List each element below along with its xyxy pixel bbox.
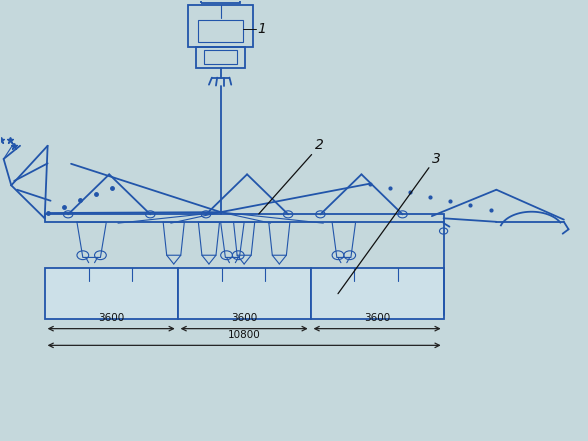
- Text: 3600: 3600: [364, 314, 390, 323]
- Text: 3: 3: [432, 152, 441, 165]
- Bar: [45, 214, 443, 222]
- Bar: [45, 269, 178, 319]
- Bar: [196, 47, 245, 68]
- Text: 3600: 3600: [231, 314, 258, 323]
- Text: 10800: 10800: [228, 330, 260, 340]
- Bar: [178, 269, 310, 319]
- Bar: [198, 19, 243, 42]
- Text: 1: 1: [258, 22, 266, 36]
- Bar: [204, 50, 237, 64]
- Bar: [188, 5, 253, 47]
- Text: 3600: 3600: [98, 314, 124, 323]
- Text: 2: 2: [315, 138, 323, 152]
- Bar: [201, 0, 240, 3]
- Bar: [310, 269, 443, 319]
